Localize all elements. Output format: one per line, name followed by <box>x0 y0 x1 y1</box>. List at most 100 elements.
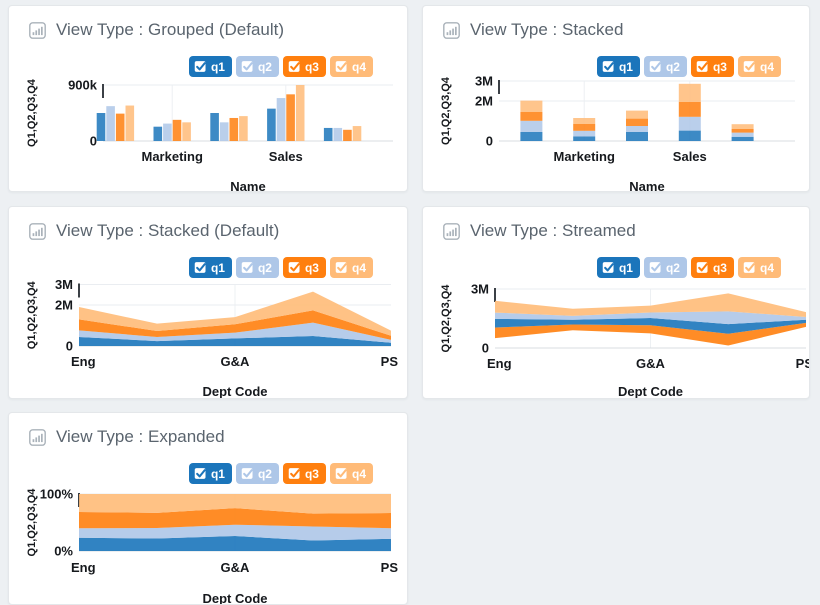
legend-item-label: q3 <box>304 59 319 74</box>
checkbox-icon <box>335 61 347 72</box>
bar-chart-icon <box>29 428 46 446</box>
y-tick-label: 100% <box>40 487 74 502</box>
y-tick-label: 2M <box>475 94 493 109</box>
checkbox-icon <box>743 61 755 72</box>
y-tick-label: 2M <box>55 298 73 313</box>
legend-item-q3[interactable]: q3 <box>690 56 734 77</box>
panel-stacked-bars: 3M 2M 0 Marketing Sales Name Q1,Q2,Q3,Q4 View … <box>422 5 810 192</box>
legend: q1 q2 q3 q4 <box>596 56 781 77</box>
legend-item-label: q3 <box>712 260 727 275</box>
y-tick-label: 0 <box>90 134 97 149</box>
checkbox-icon <box>241 262 253 273</box>
panel-expanded: 100% 0% Eng G&A PS Dept Code Q1,Q2,Q3,Q4 View … <box>8 412 408 605</box>
legend-item-label: q3 <box>304 260 319 275</box>
checkbox-icon <box>649 262 661 273</box>
legend-item-q3[interactable]: q3 <box>282 463 326 484</box>
legend-item-q2[interactable]: q2 <box>643 56 687 77</box>
legend-item-q4[interactable]: q4 <box>329 463 373 484</box>
legend-item-q1[interactable]: q1 <box>596 56 640 77</box>
y-tick-label: 900k <box>68 78 98 93</box>
bar-chart-icon <box>29 222 46 240</box>
legend-item-q1[interactable]: q1 <box>188 56 232 77</box>
legend-item-label: q3 <box>712 59 727 74</box>
legend-item-q4[interactable]: q4 <box>329 56 373 77</box>
y-tick-label: 3M <box>475 74 493 89</box>
x-tick-label: Eng <box>487 356 512 371</box>
legend-item-label: q4 <box>351 466 366 481</box>
y-axis-title: Q1,Q2,Q3,Q4 <box>26 280 38 349</box>
legend-item-label: q1 <box>618 59 633 74</box>
legend: q1 q2 q3 q4 <box>188 56 373 77</box>
x-tick-label: Marketing <box>141 149 202 164</box>
legend-item-label: q2 <box>665 260 680 275</box>
bar-chart-icon <box>443 21 460 39</box>
y-tick-label: 3M <box>471 282 489 297</box>
panel-grouped: 900k 0 Marketing Sales Name Q1,Q2,Q3,Q4 View … <box>8 5 408 192</box>
panel-stacked-area: 3M 2M 0 Eng G&A PS Dept Code Q1,Q2,Q3,Q4 View T… <box>8 206 408 399</box>
checkbox-icon <box>335 468 347 479</box>
bar-chart-icon <box>443 222 460 240</box>
legend-item-q2[interactable]: q2 <box>643 257 687 278</box>
x-tick-label: Sales <box>673 149 707 164</box>
legend-item-q1[interactable]: q1 <box>596 257 640 278</box>
legend-item-q1[interactable]: q1 <box>188 463 232 484</box>
bar-chart-icon <box>29 21 46 39</box>
y-tick-label: 0% <box>54 544 73 559</box>
x-tick-label: PS <box>381 354 399 369</box>
y-tick-label: 3M <box>55 277 73 292</box>
legend-item-label: q3 <box>304 466 319 481</box>
panel-title: View Type : Expanded <box>56 427 225 446</box>
stacked-bar-chart[interactable]: 3M 2M 0 Marketing Sales Name Q1,Q2,Q3,Q4 <box>423 6 810 192</box>
legend-item-label: q1 <box>210 466 225 481</box>
x-tick-label: Marketing <box>553 149 614 164</box>
checkbox-icon <box>602 262 614 273</box>
x-axis-title: Name <box>629 179 664 192</box>
legend-item-q4[interactable]: q4 <box>737 257 781 278</box>
panel-title: View Type : Grouped (Default) <box>56 20 285 39</box>
x-tick-label: G&A <box>221 354 251 369</box>
x-axis-title: Name <box>230 179 265 192</box>
legend-item-label: q2 <box>257 59 272 74</box>
legend-item-q2[interactable]: q2 <box>235 463 279 484</box>
legend-item-label: q4 <box>759 59 774 74</box>
legend-item-label: q2 <box>257 466 272 481</box>
legend-item-label: q1 <box>618 260 633 275</box>
legend-item-label: q4 <box>351 59 366 74</box>
checkbox-icon <box>288 61 300 72</box>
dashboard: { "page": { "background": "#edf0f3", "ac… <box>8 5 810 605</box>
x-axis-title: Dept Code <box>203 591 268 605</box>
legend: q1 q2 q3 q4 <box>188 463 373 484</box>
legend-item-q3[interactable]: q3 <box>282 257 326 278</box>
legend-item-label: q4 <box>759 260 774 275</box>
legend-item-q4[interactable]: q4 <box>737 56 781 77</box>
y-axis-title: Q1,Q2,Q3,Q4 <box>440 76 452 145</box>
checkbox-icon <box>194 61 206 72</box>
y-tick-label: 0 <box>66 339 73 354</box>
grouped-bar-chart[interactable]: 900k 0 Marketing Sales Name Q1,Q2,Q3,Q4 <box>9 6 408 192</box>
checkbox-icon <box>696 61 708 72</box>
y-tick-label: 0 <box>486 134 493 149</box>
checkbox-icon <box>602 61 614 72</box>
checkbox-icon <box>696 262 708 273</box>
x-tick-label: PS <box>381 560 399 575</box>
legend-item-q1[interactable]: q1 <box>188 257 232 278</box>
legend-item-q3[interactable]: q3 <box>282 56 326 77</box>
legend-item-q2[interactable]: q2 <box>235 56 279 77</box>
legend-item-q4[interactable]: q4 <box>329 257 373 278</box>
x-tick-label: Eng <box>71 560 96 575</box>
y-tick-label: 0 <box>482 341 489 356</box>
checkbox-icon <box>241 468 253 479</box>
x-tick-label: G&A <box>636 356 666 371</box>
legend-item-q2[interactable]: q2 <box>235 257 279 278</box>
x-axis-title: Dept Code <box>618 384 683 399</box>
panel-title: View Type : Stacked (Default) <box>56 221 280 240</box>
x-axis-title: Dept Code <box>203 384 268 399</box>
legend-item-label: q1 <box>210 260 225 275</box>
legend-item-q3[interactable]: q3 <box>690 257 734 278</box>
checkbox-icon <box>649 61 661 72</box>
checkbox-icon <box>288 468 300 479</box>
y-axis-title: Q1,Q2,Q3,Q4 <box>26 78 38 147</box>
x-tick-label: Sales <box>269 149 303 164</box>
